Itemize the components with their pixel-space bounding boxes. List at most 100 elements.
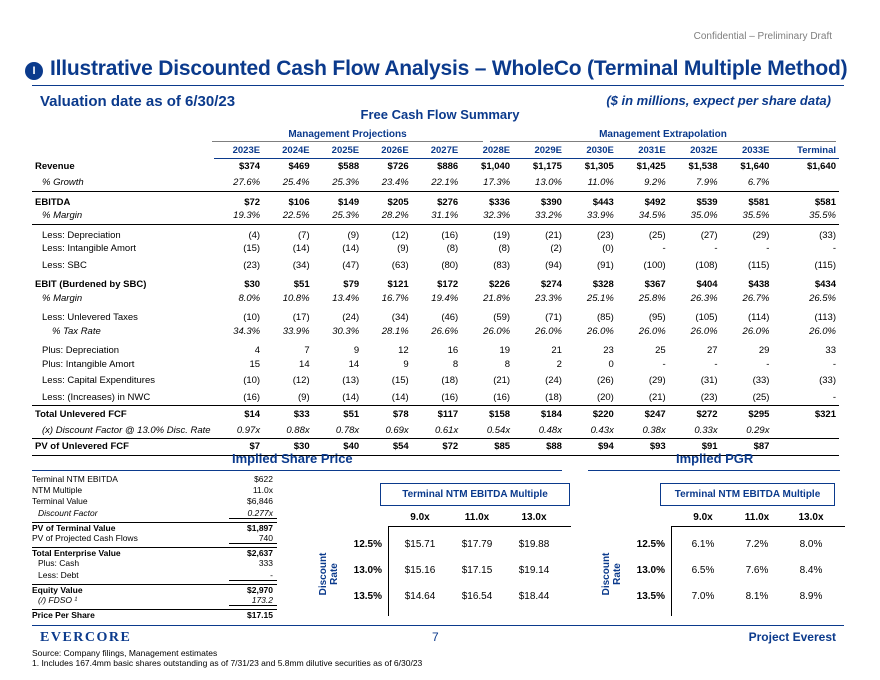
row-value: (15) — [391, 375, 409, 387]
row-value: 22.1% — [431, 177, 459, 188]
footer-divider — [32, 625, 844, 626]
year-header: 2024E — [263, 143, 313, 159]
row-value: (21) — [545, 229, 562, 241]
fcf-row: Plus: Depreciation 4 7 9 12 16 19 21 23 25 27 29 33 — [32, 340, 839, 357]
section-badge: I — [25, 62, 43, 80]
fcf-summary-title: Free Cash Flow Summary — [360, 107, 520, 122]
year-header-row: 2023E 2024E 2025E 2026E 2027E 2028E 2029E 2030E… — [32, 143, 839, 159]
row-value: $367 — [644, 278, 666, 290]
fcf-summary-table: 2023E 2024E 2025E 2026E 2027E 2028E 2029E 2030E… — [32, 143, 839, 456]
share-price-label: NTM Multiple — [32, 485, 83, 496]
row-value: 31.1% — [411, 207, 462, 225]
row-value: - — [766, 358, 770, 370]
row-value: 9 — [403, 358, 409, 370]
multiple-header: 9.0x — [410, 512, 430, 523]
row-value: 19.3% — [213, 207, 264, 225]
sensitivity-cell: 7.2% — [745, 539, 769, 550]
row-value: 30.3% — [332, 325, 360, 337]
row-value: 25.3% — [312, 207, 363, 225]
row-value: $374 — [238, 161, 261, 172]
row-value: 21 — [551, 344, 562, 356]
page-title: Illustrative Discounted Cash Flow Analys… — [50, 57, 848, 80]
row-value: $581 — [772, 190, 839, 208]
row-value: (10) — [243, 375, 261, 387]
footnote: 1. Includes 167.4mm basic shares outstan… — [32, 658, 423, 668]
row-value: 19 — [499, 344, 511, 356]
row-value: 0.29x — [746, 424, 770, 436]
row-value: 35.0% — [668, 207, 721, 225]
row-value: (18) — [545, 391, 562, 403]
row-label: Revenue — [35, 160, 75, 172]
fcf-row: Less: (Increases) in NWC (16) (9) (14) (14) (… — [32, 389, 839, 406]
row-value: 0 — [608, 358, 614, 370]
row-value: (34) — [292, 259, 310, 271]
fcf-row: PV of Unlevered FCF $7 $30 $40 $54 $72 $85 $88 $… — [32, 438, 839, 456]
row-value: (115) — [747, 259, 770, 271]
row-value: 4 — [254, 344, 261, 356]
title-divider — [32, 85, 844, 86]
row-value: $588 — [338, 161, 360, 172]
row-value: 34.3% — [233, 325, 261, 337]
fcf-row: Plus: Intangible Amort 15 14 14 9 8 8 2 0 - - - - — [32, 356, 839, 373]
row-value: (47) — [342, 259, 360, 271]
share-price-value: $2,970 — [247, 584, 273, 595]
row-value: (23) — [243, 259, 261, 271]
row-value: (23) — [596, 229, 614, 241]
year-header: 2026E — [362, 143, 412, 159]
row-value: (91) — [596, 259, 614, 271]
row-label: (x) Discount Factor @ 13.0% Disc. Rate — [42, 424, 211, 436]
row-value: $121 — [387, 278, 409, 290]
share-price-value: $622 — [254, 474, 273, 484]
page-number: 7 — [432, 630, 439, 644]
row-value: $91 — [668, 438, 721, 456]
multiple-header: 13.0x — [798, 512, 824, 523]
row-value: (115) — [814, 259, 836, 271]
row-value: (12) — [391, 229, 409, 241]
share-price-label: PV of Terminal Value — [32, 522, 116, 533]
row-value: 33 — [825, 344, 836, 356]
row-value: 6.7% — [747, 177, 770, 188]
row-value: (46) — [441, 311, 459, 323]
row-value: $274 — [540, 278, 562, 290]
row-value: (25) — [648, 229, 666, 241]
row-value: 9 — [353, 344, 360, 356]
row-value: - — [832, 243, 836, 255]
row-value: (95) — [648, 311, 666, 323]
share-price-value: 0.277x — [229, 508, 277, 519]
row-value: (80) — [441, 259, 459, 271]
fcf-row: % Margin 19.3% 22.5% 25.3% 28.2% 31.1% 32.3% 33… — [32, 207, 839, 225]
row-value: 28.2% — [362, 207, 412, 225]
row-value: $30 — [263, 438, 313, 456]
row-value: 9.2% — [644, 177, 666, 188]
row-value: 33.9% — [564, 207, 617, 225]
row-value: - — [832, 358, 836, 370]
row-value: (31) — [700, 375, 718, 387]
row-value: (16) — [493, 391, 511, 403]
row-label: Less: Capital Expenditures — [42, 375, 156, 387]
row-label: % Growth — [42, 177, 84, 188]
row-value: 0.69x — [385, 424, 409, 436]
row-value: 0.88x — [286, 424, 310, 436]
row-value: (13) — [342, 375, 360, 387]
row-value: $85 — [461, 438, 514, 456]
row-value: (83) — [493, 259, 511, 271]
row-label: EBITDA — [32, 190, 214, 208]
row-value: 17.3% — [483, 177, 511, 188]
share-price-value: $6,846 — [247, 496, 273, 507]
row-value: 26.0% — [690, 325, 718, 337]
sensitivity-cell: 6.5% — [691, 565, 715, 576]
share-price-label: PV of Projected Cash Flows — [32, 532, 138, 543]
sensitivity-cell: 7.6% — [745, 565, 769, 576]
multiple-header: 11.0x — [464, 512, 490, 523]
row-value: 25 — [655, 344, 666, 356]
row-value: $94 — [564, 438, 617, 456]
year-header: 2028E — [461, 143, 514, 159]
row-value: 26.0% — [638, 325, 666, 337]
share-price-row: PV of Terminal Value $1,897 — [32, 521, 277, 533]
row-value: (33) — [819, 375, 836, 387]
row-value: 26.0% — [535, 325, 562, 337]
row-value: $1,305 — [584, 161, 614, 172]
share-price-value: 173.2 — [229, 595, 277, 607]
row-value: (34) — [391, 311, 409, 323]
discount-rate-label: 13.5% — [636, 591, 665, 602]
